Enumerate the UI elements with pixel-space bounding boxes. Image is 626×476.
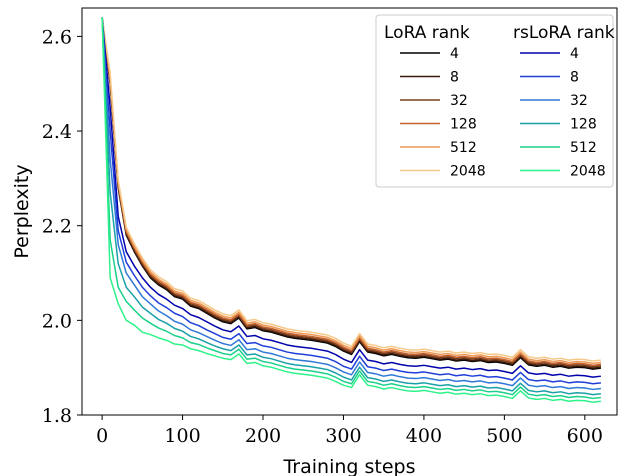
plot-frame [81, 7, 618, 416]
legend-label-rslora-128: 128 [570, 117, 597, 133]
series-line-lora-8 [101, 17, 601, 369]
x-tick-label: 600 [567, 425, 603, 447]
x-tick-label: 300 [325, 425, 361, 447]
legend-title-lora: LoRA rank [384, 23, 470, 43]
series-line-lora-512 [101, 17, 601, 365]
series-layer [101, 17, 601, 403]
x-tick-label: 200 [245, 425, 281, 447]
legend-label-lora-2048: 2048 [450, 164, 486, 180]
x-tick-label: 0 [96, 425, 108, 447]
y-axis-label: Perplexity [11, 164, 33, 258]
series-line-rslora-2048 [101, 17, 601, 403]
x-tick-label: 500 [486, 425, 522, 447]
legend: LoRA rank rsLoRA rank 4 8 32 128 512 2048 4 8 32… [375, 14, 615, 188]
legend-label-rslora-32: 32 [570, 93, 588, 109]
x-tick-label: 100 [164, 425, 200, 447]
series-line-rslora-128 [101, 17, 601, 396]
legend-title-rslora: rsLoRA rank [513, 23, 615, 43]
legend-label-lora-128: 128 [450, 117, 477, 133]
series-line-rslora-8 [101, 17, 601, 385]
y-tick-label: 2.2 [42, 216, 72, 238]
x-tick-label: 400 [406, 425, 442, 447]
series-line-lora-128 [101, 17, 601, 367]
legend-label-rslora-512: 512 [570, 140, 597, 156]
legend-label-lora-8: 8 [450, 70, 459, 86]
legend-box [375, 14, 614, 188]
series-line-rslora-512 [101, 17, 601, 400]
legend-label-rslora-4: 4 [570, 46, 579, 62]
tick-layer: 0 100 200 300 400 500 600 1.8 2.0 2.2 2.4 2.6 [42, 26, 603, 447]
y-tick-label: 1.8 [42, 405, 72, 427]
y-tick-label: 2.6 [42, 26, 72, 48]
x-axis-label: Training steps [282, 456, 415, 476]
series-line-lora-32 [101, 17, 601, 368]
legend-label-lora-32: 32 [450, 93, 468, 109]
legend-label-lora-512: 512 [450, 140, 477, 156]
legend-label-rslora-8: 8 [570, 70, 579, 86]
series-line-rslora-4 [101, 17, 601, 378]
legend-entries: 4 8 32 128 512 2048 4 8 32 128 512 2048 [400, 46, 606, 180]
y-tick-label: 2.4 [42, 121, 72, 143]
legend-label-rslora-2048: 2048 [570, 164, 606, 180]
y-tick-label: 2.0 [42, 310, 72, 332]
series-line-rslora-32 [101, 17, 601, 391]
series-line-lora-2048 [101, 17, 601, 362]
legend-label-lora-4: 4 [450, 46, 459, 62]
